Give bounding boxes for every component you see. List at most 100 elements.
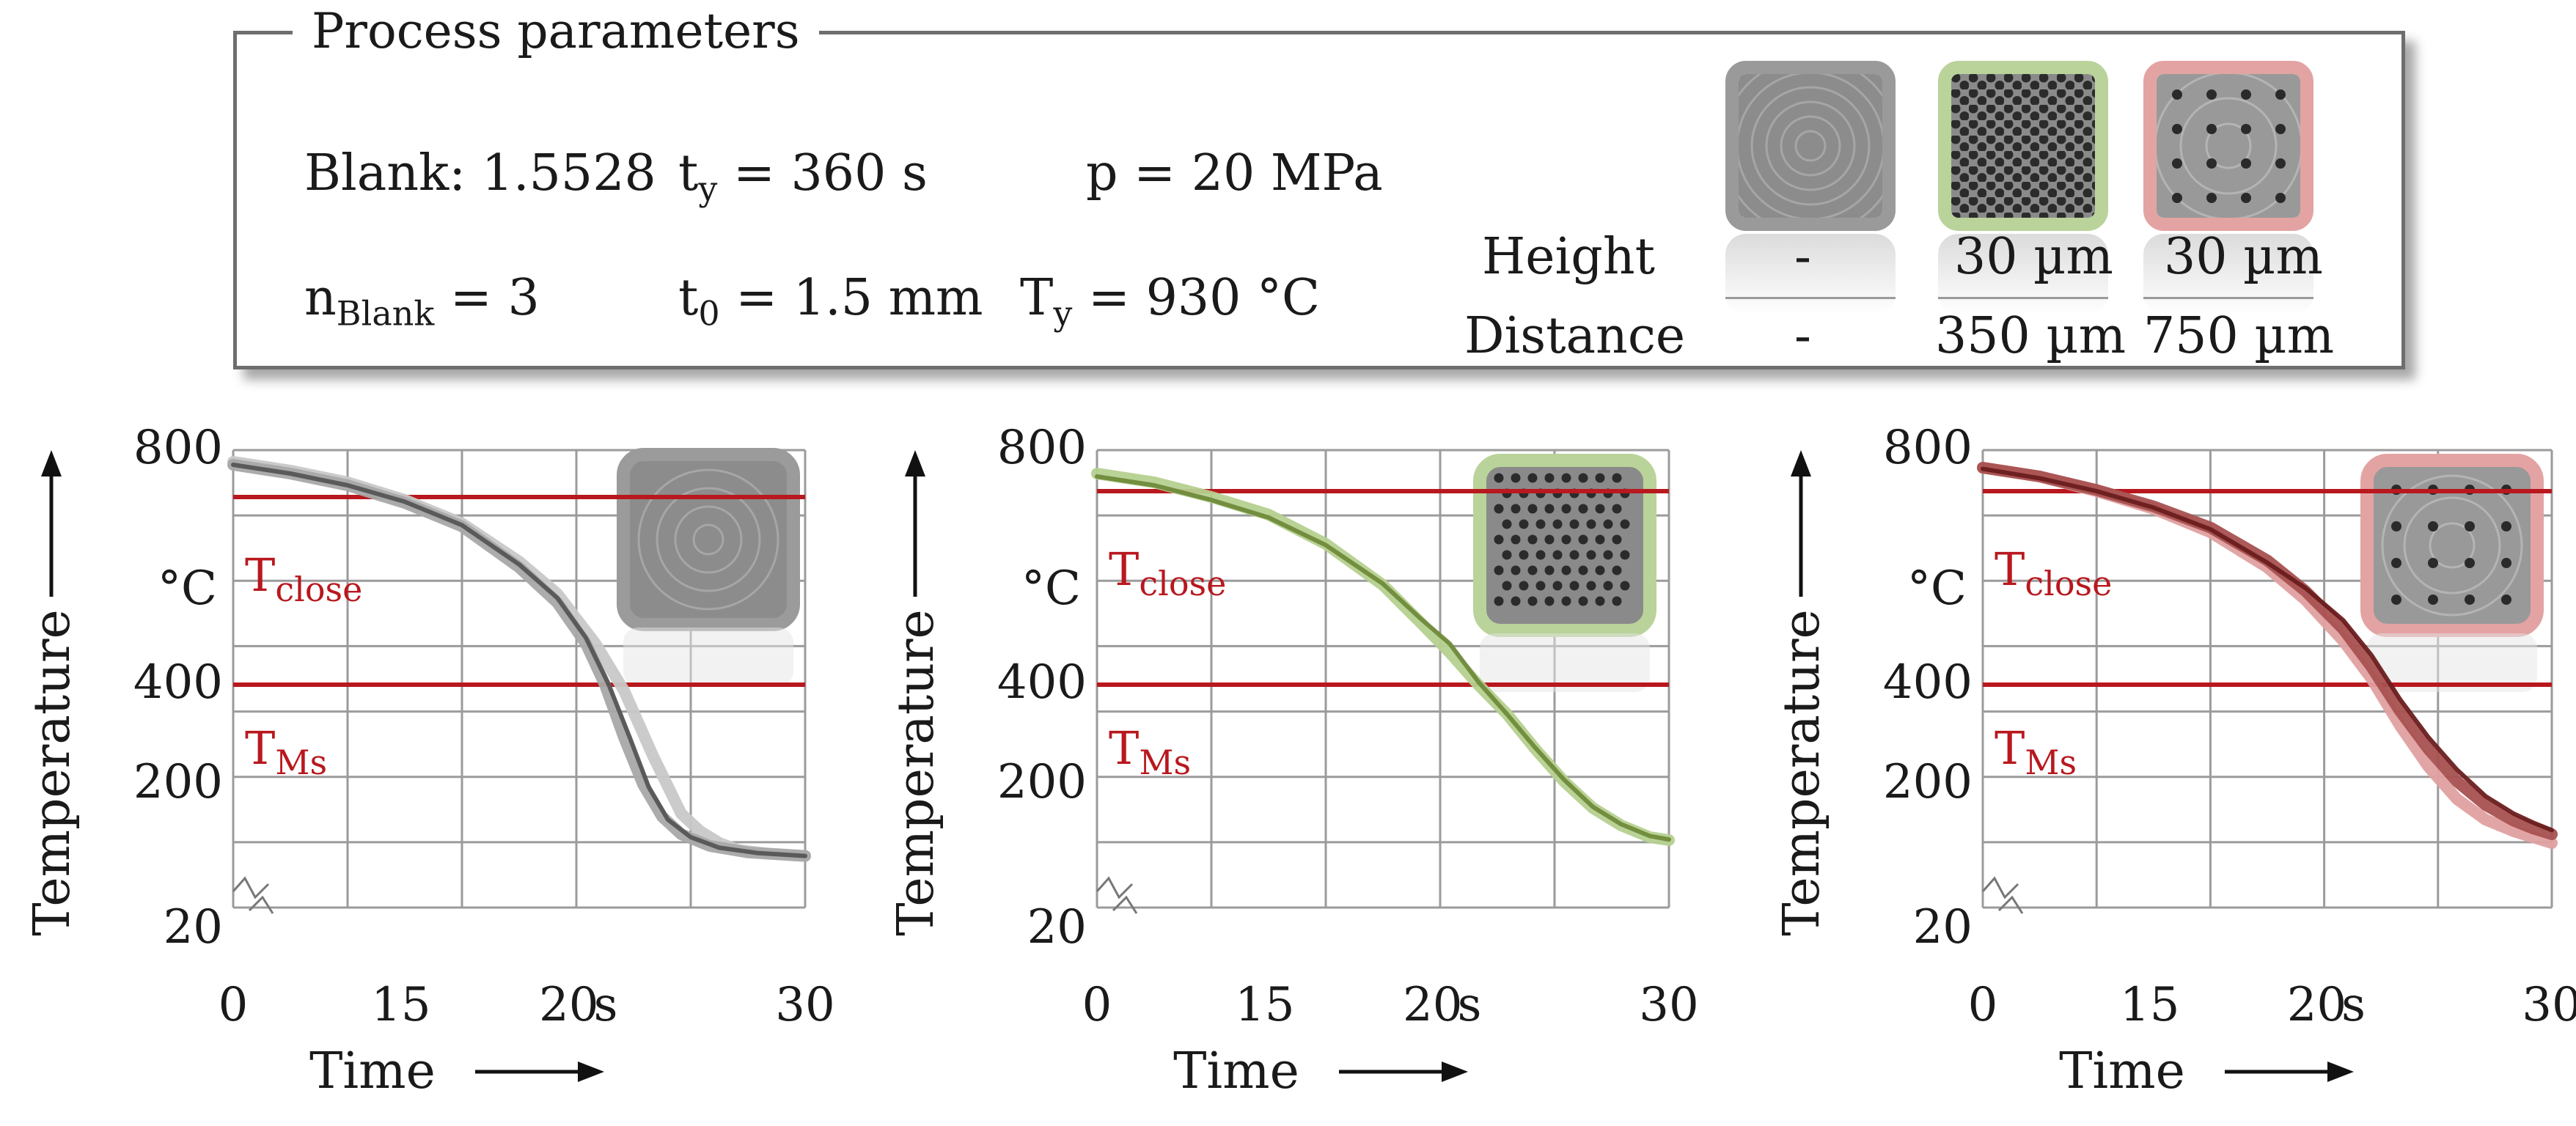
axis-break bbox=[248, 895, 274, 914]
x-axis-arrowhead bbox=[2327, 1061, 2354, 1082]
y-axis-label: Temperature bbox=[23, 609, 81, 936]
thumbnail-dimple bbox=[2501, 521, 2511, 531]
fraction-line bbox=[1725, 297, 1896, 299]
y-tick-label: 400 bbox=[1883, 655, 1973, 710]
x-axis-arrowhead bbox=[1442, 1061, 1468, 1082]
thumbnail-dimple bbox=[2391, 558, 2401, 568]
axis-break bbox=[1997, 895, 2024, 914]
x-unit-label: s bbox=[1458, 978, 1482, 1032]
thumbnail-dimple bbox=[1612, 504, 1622, 514]
thumbnail-dimple bbox=[2391, 521, 2401, 531]
surface-thumbnail-plain bbox=[1725, 61, 1896, 231]
x-tick-label: 15 bbox=[371, 978, 430, 1032]
x-tick-label: 20 bbox=[539, 978, 598, 1032]
thumbnail-dimple bbox=[1511, 473, 1521, 483]
reference-label-main: T bbox=[1995, 542, 2025, 596]
surface-thumbnail-750 bbox=[2143, 61, 2313, 231]
x-tick-label: 0 bbox=[1968, 978, 1998, 1032]
pressure: p = 20 MPa bbox=[1086, 144, 1383, 202]
thumbnail-dimple bbox=[1494, 473, 1504, 483]
axis-break bbox=[232, 876, 270, 899]
y-unit-label: °C bbox=[1021, 562, 1081, 616]
x-tick-label: 30 bbox=[2522, 978, 2576, 1032]
thumbnail-dimple bbox=[1527, 473, 1538, 483]
reference-label-sub: Ms bbox=[2025, 743, 2077, 782]
x-unit-label: s bbox=[2341, 978, 2366, 1032]
thumbnail-dimple bbox=[1502, 581, 1512, 591]
reference-label-ms: TMs bbox=[245, 721, 327, 782]
thumbnail-ring bbox=[2429, 522, 2476, 569]
reference-label-close: Tclose bbox=[1995, 542, 2112, 603]
reference-label-main: T bbox=[1109, 721, 1139, 775]
surface-thumbnail-350 bbox=[1938, 61, 2108, 231]
process-parameters-box: Process parameters Blank: 1.5528 nBlank … bbox=[233, 1, 2405, 369]
reference-label-ms: TMs bbox=[1109, 721, 1191, 782]
thumbnail-dimple bbox=[1511, 504, 1521, 514]
y-tick-label: 20 bbox=[164, 900, 223, 954]
reference-label-sub: close bbox=[1139, 564, 1226, 603]
thumbnail-dimple bbox=[2465, 558, 2475, 568]
furnace-temperature: Ty = 930 °C bbox=[1020, 269, 1321, 334]
x-unit-label: s bbox=[594, 978, 618, 1032]
thumbnail-ring bbox=[692, 523, 724, 556]
thumbnail-dimple bbox=[1586, 550, 1596, 560]
thumbnail-dimple bbox=[1519, 581, 1529, 591]
thumbnail-dimple bbox=[1552, 581, 1563, 591]
thumbnail-ring bbox=[656, 487, 761, 592]
thumbnail-dimple bbox=[1527, 504, 1538, 514]
thumbnail-frame bbox=[2360, 454, 2544, 637]
thumbnail-dimple bbox=[1494, 596, 1504, 606]
surface-350-distance: 350 µm bbox=[1935, 307, 2127, 365]
thumbnail-dimple bbox=[1603, 550, 1613, 560]
y-unit-label: °C bbox=[1907, 562, 1967, 616]
axis-break bbox=[1112, 895, 1138, 914]
thumbnail-dimple bbox=[1603, 581, 1613, 591]
thumbnail-dimple bbox=[1578, 565, 1588, 575]
height-label: Height bbox=[1482, 228, 1655, 286]
thumbnail-dimple bbox=[1544, 534, 1555, 545]
thumbnail-dimple bbox=[1595, 534, 1605, 545]
dimple-750-surface-image bbox=[2157, 74, 2300, 218]
process-parameters-title: Process parameters bbox=[293, 1, 819, 62]
thumbnail-ring bbox=[2403, 496, 2501, 595]
x-tick-label: 30 bbox=[775, 978, 834, 1032]
reference-label-sub: Ms bbox=[275, 743, 327, 782]
thumbnail-dimple bbox=[1569, 550, 1579, 560]
y-tick-label: 20 bbox=[1027, 900, 1087, 954]
thumbnail-dimple bbox=[1586, 581, 1596, 591]
thumbnail-dimple bbox=[1494, 534, 1504, 545]
thumbnail-dimple bbox=[1494, 504, 1504, 514]
x-tick-label: 20 bbox=[1403, 978, 1462, 1032]
x-axis-label: Time bbox=[309, 1042, 436, 1100]
thumbnail-dimple bbox=[1569, 519, 1579, 529]
surface-plain-height: - bbox=[1794, 228, 1811, 286]
x-axis-arrowhead bbox=[578, 1061, 604, 1082]
reference-label-main: T bbox=[1109, 542, 1139, 596]
surface-750-distance: 750 µm bbox=[2143, 307, 2335, 365]
thumbnail-ring bbox=[674, 505, 743, 574]
thumbnail-dimple bbox=[2428, 558, 2438, 568]
y-axis-label: Temperature bbox=[1773, 609, 1831, 936]
thumbnail-dimple bbox=[1595, 504, 1605, 514]
thumbnail-dimple bbox=[1561, 534, 1571, 545]
thumbnail-dimple bbox=[2465, 521, 2475, 531]
reference-label-close: Tclose bbox=[1109, 542, 1226, 603]
thumbnail-reflection bbox=[1725, 234, 1896, 314]
thumbnail-dimple bbox=[1561, 565, 1571, 575]
thumbnail-dimple bbox=[1620, 550, 1630, 560]
x-axis-label: Time bbox=[1173, 1042, 1299, 1100]
thumbnail-dimple bbox=[1535, 581, 1546, 591]
thumbnail-dimple bbox=[1620, 519, 1630, 529]
surface-750-height: 30 µm bbox=[2164, 228, 2323, 286]
thumbnail-dimple bbox=[1578, 596, 1588, 606]
thumbnail-dimple bbox=[1603, 519, 1613, 529]
thumbnail-dimple bbox=[1569, 581, 1579, 591]
x-tick-label: 15 bbox=[2120, 978, 2179, 1032]
y-axis-arrowhead bbox=[41, 450, 62, 476]
thumbnail-reflection bbox=[1938, 234, 2108, 314]
reference-label-main: T bbox=[1995, 721, 2025, 775]
